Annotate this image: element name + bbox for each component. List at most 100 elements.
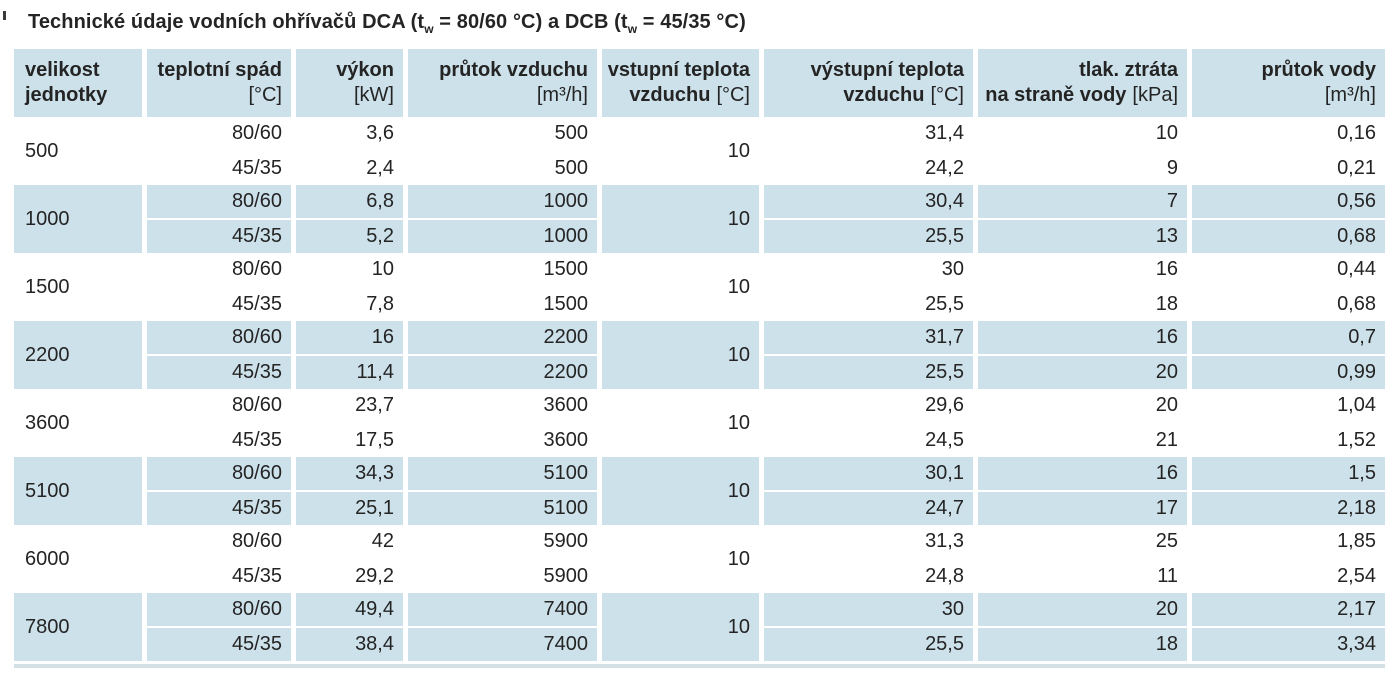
pressure-drop-cell: 16 bbox=[978, 321, 1187, 354]
title-text: = 45/35 °C) bbox=[637, 11, 746, 33]
airflow-cell: 3600 bbox=[408, 424, 597, 457]
water-flow-cell: 2,17 bbox=[1192, 593, 1385, 626]
inlet-air-temp-cell: 10 bbox=[602, 185, 759, 253]
airflow-cell: 500 bbox=[408, 152, 597, 185]
power-cell: 25,1 bbox=[296, 492, 403, 525]
column-header-label: teplotní spád bbox=[157, 59, 282, 81]
airflow-cell: 5900 bbox=[408, 560, 597, 593]
pressure-drop-cell: 11 bbox=[978, 560, 1187, 593]
unit-size-cell: 2200 bbox=[14, 321, 142, 389]
power-cell: 5,2 bbox=[296, 220, 403, 253]
table-row-group: 7800 80/60 49,4 7400 10 30 20 2,17 45/35… bbox=[14, 593, 1385, 661]
outlet-air-temp-cell: 29,6 bbox=[764, 389, 973, 422]
airflow-cell: 1500 bbox=[408, 253, 597, 286]
inlet-air-temp-cell: 10 bbox=[602, 525, 759, 593]
column-header-label: vzduchu bbox=[843, 84, 925, 106]
water-flow-cell: 2,18 bbox=[1192, 492, 1385, 525]
water-flow-cell: 0,99 bbox=[1192, 356, 1385, 389]
column-header-label: jednotky bbox=[25, 84, 108, 106]
table-row-group: 2200 80/60 16 2200 10 31,7 16 0,7 45/35 … bbox=[14, 321, 1385, 389]
column-header-vstupni-teplota: vstupní teplota vzduchu [°C] bbox=[602, 49, 759, 117]
outlet-air-temp-cell: 30 bbox=[764, 593, 973, 626]
column-header-unit: [°C] bbox=[716, 84, 750, 106]
power-cell: 16 bbox=[296, 321, 403, 354]
airflow-cell: 5100 bbox=[408, 492, 597, 525]
water-flow-cell: 0,21 bbox=[1192, 152, 1385, 185]
pressure-drop-cell: 16 bbox=[978, 253, 1187, 286]
water-flow-cell: 0,16 bbox=[1192, 117, 1385, 150]
power-cell: 11,4 bbox=[296, 356, 403, 389]
airflow-cell: 3600 bbox=[408, 389, 597, 422]
airflow-cell: 7400 bbox=[408, 628, 597, 661]
airflow-cell: 5900 bbox=[408, 525, 597, 558]
table-row-group: 5100 80/60 34,3 5100 10 30,1 16 1,5 45/3… bbox=[14, 457, 1385, 525]
column-header-unit: [m³/h] bbox=[536, 84, 588, 106]
column-header-vystupni-teplota: výstupní teplota vzduchu [°C] bbox=[764, 49, 973, 117]
table-row-group: 1000 80/60 6,8 1000 10 30,4 7 0,56 45/35… bbox=[14, 185, 1385, 253]
pressure-drop-cell: 9 bbox=[978, 152, 1187, 185]
title-subscript-w: w bbox=[424, 22, 434, 36]
column-header-unit: [kW] bbox=[354, 84, 394, 106]
water-flow-cell: 0,7 bbox=[1192, 321, 1385, 354]
table-row-group: 1500 80/60 10 1500 10 30 16 0,44 45/35 7… bbox=[14, 253, 1385, 321]
column-header-label: vzduchu bbox=[629, 84, 711, 106]
temp-gradient-cell: 80/60 bbox=[147, 457, 291, 490]
temp-gradient-cell: 45/35 bbox=[147, 152, 291, 185]
column-header-teplotni-spad: teplotní spád [°C] bbox=[147, 49, 291, 117]
unit-size-cell: 7800 bbox=[14, 593, 142, 661]
water-flow-cell: 0,56 bbox=[1192, 185, 1385, 218]
column-header-tlakova-ztrata: tlak. ztráta na straně vody [kPa] bbox=[978, 49, 1187, 117]
water-flow-cell: 1,04 bbox=[1192, 389, 1385, 422]
power-cell: 17,5 bbox=[296, 424, 403, 457]
page-title: Technické údaje vodních ohřívačů DCA (tw… bbox=[28, 11, 1390, 36]
pressure-drop-cell: 20 bbox=[978, 593, 1187, 626]
temp-gradient-cell: 80/60 bbox=[147, 593, 291, 626]
table-header-row: velikost jednotky teplotní spád [°C] výk… bbox=[14, 49, 1385, 117]
unit-size-cell: 6000 bbox=[14, 525, 142, 593]
outlet-air-temp-cell: 25,5 bbox=[764, 220, 973, 253]
pressure-drop-cell: 13 bbox=[978, 220, 1187, 253]
airflow-cell: 1500 bbox=[408, 288, 597, 321]
unit-size-cell: 3600 bbox=[14, 389, 142, 457]
outlet-air-temp-cell: 24,7 bbox=[764, 492, 973, 525]
inlet-air-temp-cell: 10 bbox=[602, 593, 759, 661]
water-flow-cell: 0,68 bbox=[1192, 220, 1385, 253]
airflow-cell: 1000 bbox=[408, 220, 597, 253]
inlet-air-temp-cell: 10 bbox=[602, 117, 759, 185]
temp-gradient-cell: 80/60 bbox=[147, 253, 291, 286]
unit-size-cell: 5100 bbox=[14, 457, 142, 525]
power-cell: 49,4 bbox=[296, 593, 403, 626]
pressure-drop-cell: 25 bbox=[978, 525, 1187, 558]
outlet-air-temp-cell: 31,3 bbox=[764, 525, 973, 558]
column-header-label: průtok vzduchu bbox=[439, 59, 588, 81]
temp-gradient-cell: 80/60 bbox=[147, 117, 291, 150]
column-header-label: vstupní teplota bbox=[607, 59, 750, 81]
column-header-label: tlak. ztráta bbox=[1079, 59, 1178, 81]
pressure-drop-cell: 20 bbox=[978, 389, 1187, 422]
column-header-unit: [°C] bbox=[930, 84, 964, 106]
water-flow-cell: 0,44 bbox=[1192, 253, 1385, 286]
pressure-drop-cell: 21 bbox=[978, 424, 1187, 457]
temp-gradient-cell: 45/35 bbox=[147, 220, 291, 253]
column-header-prutok-vzduchu: průtok vzduchu [m³/h] bbox=[408, 49, 597, 117]
power-cell: 38,4 bbox=[296, 628, 403, 661]
inlet-air-temp-cell: 10 bbox=[602, 253, 759, 321]
outlet-air-temp-cell: 25,5 bbox=[764, 288, 973, 321]
power-cell: 23,7 bbox=[296, 389, 403, 422]
outlet-air-temp-cell: 30,4 bbox=[764, 185, 973, 218]
inlet-air-temp-cell: 10 bbox=[602, 457, 759, 525]
power-cell: 3,6 bbox=[296, 117, 403, 150]
water-flow-cell: 2,54 bbox=[1192, 560, 1385, 593]
pressure-drop-cell: 18 bbox=[978, 628, 1187, 661]
temp-gradient-cell: 80/60 bbox=[147, 525, 291, 558]
title-subscript-w: w bbox=[627, 22, 638, 36]
table-bottom-rule bbox=[14, 664, 1385, 668]
water-flow-cell: 3,34 bbox=[1192, 628, 1385, 661]
outlet-air-temp-cell: 24,8 bbox=[764, 560, 973, 593]
title-text: Technické údaje vodních ohřívačů DCA (t bbox=[28, 11, 425, 33]
water-flow-cell: 1,5 bbox=[1192, 457, 1385, 490]
airflow-cell: 5100 bbox=[408, 457, 597, 490]
outlet-air-temp-cell: 31,7 bbox=[764, 321, 973, 354]
outlet-air-temp-cell: 24,5 bbox=[764, 424, 973, 457]
outlet-air-temp-cell: 24,2 bbox=[764, 152, 973, 185]
